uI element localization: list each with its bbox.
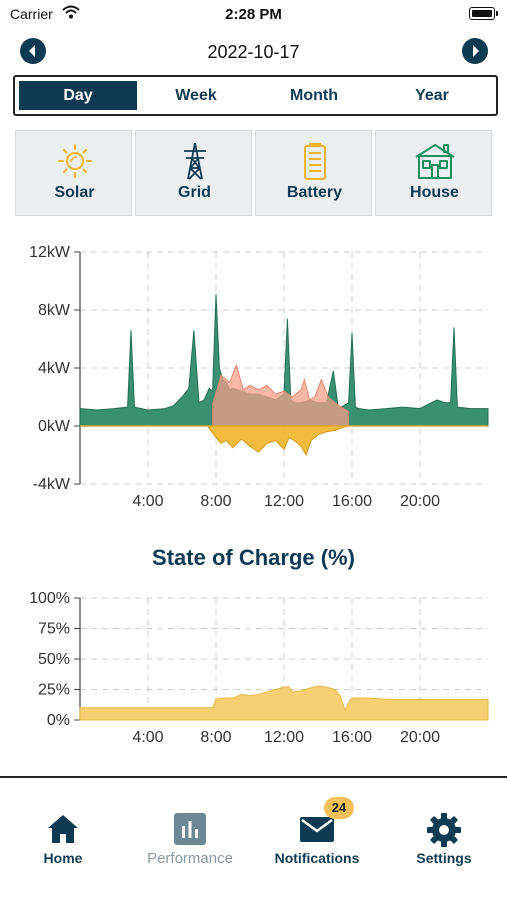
date-label: 2022-10-17 [207,42,300,62]
x-tick-label: 8:00 [200,729,231,746]
x-tick-label: 4:00 [132,729,163,746]
nav-home[interactable]: Home [0,812,126,872]
x-tick-label: 8:00 [200,493,231,510]
nav-notifications-label: Notifications [274,850,360,866]
series-area-soc [79,685,489,721]
nav-performance[interactable]: Performance [127,812,253,872]
y-tick-label: 75% [38,621,70,638]
period-segmented-control: Day Week Month Year [13,75,498,116]
y-tick-label: 4kW [38,360,71,377]
wifi-icon [62,5,80,19]
tile-battery-label: Battery [286,184,343,201]
prev-day-button[interactable] [20,38,46,64]
y-tick-label: 0kW [38,418,71,435]
y-tick-label: -4kW [33,476,71,493]
soc-chart-title: State of Charge (%) [152,545,355,570]
y-tick-label: 8kW [38,302,71,319]
tile-house-label: House [410,184,459,201]
next-day-button[interactable] [462,38,488,64]
notification-count-badge: 24 [324,797,354,819]
y-tick-label: 25% [38,682,70,699]
source-tiles: Solar Grid Battery [15,130,493,217]
tile-solar[interactable]: Solar [15,130,132,216]
home-icon [48,815,78,843]
nav-performance-label: Performance [147,850,233,867]
chevron-left-icon [29,45,35,57]
chevron-right-icon [473,45,479,57]
tab-day[interactable]: Day [19,81,137,110]
power-chart: 4:00 8:00 12:00 16:00 20:00 12kW 8kW 4kW 0kW -4kW [29,244,489,510]
x-tick-label: 12:00 [264,729,304,746]
tile-grid-label: Grid [178,184,211,201]
tile-battery[interactable]: Battery [255,130,372,216]
carrier-label: Carrier [10,6,53,22]
series-area-solar [206,425,349,457]
bar-chart-icon [174,813,206,845]
tab-month[interactable]: Month [290,87,338,104]
x-tick-label: 20:00 [400,493,440,510]
battery-icon [303,143,326,180]
x-tick-label: 16:00 [332,729,372,746]
series-area-grid [212,363,350,427]
y-tick-label: 50% [38,651,70,668]
nav-settings-label: Settings [416,850,472,866]
tile-house[interactable]: House [375,130,492,216]
nav-settings[interactable]: Settings [381,812,507,872]
clock: 2:28 PM [225,6,282,23]
x-tick-label: 12:00 [264,493,304,510]
nav-home-label: Home [43,850,83,866]
tile-grid[interactable]: Grid [135,130,252,216]
y-tick-label: 100% [29,590,70,607]
gear-icon [427,813,461,847]
soc-chart: 4:00 8:00 12:00 16:00 20:00 100% 75% 50% 25% 0% [29,590,489,746]
tab-year[interactable]: Year [415,87,449,104]
house-icon [414,144,455,179]
x-tick-label: 16:00 [332,493,372,510]
tab-bar-divider [0,776,507,778]
y-tick-label: 12kW [29,244,71,261]
status-bar: Carrier 2:28 PM [0,0,507,30]
battery-status-icon [469,7,498,20]
nav-notifications[interactable]: Notifications [254,812,380,872]
x-tick-label: 4:00 [132,493,163,510]
power-tower-icon [183,142,206,180]
x-tick-label: 20:00 [400,729,440,746]
tile-solar-label: Solar [54,184,95,201]
mail-icon [300,817,334,842]
tab-week[interactable]: Week [175,87,217,104]
y-tick-label: 0% [47,712,70,729]
sun-icon [57,144,92,178]
